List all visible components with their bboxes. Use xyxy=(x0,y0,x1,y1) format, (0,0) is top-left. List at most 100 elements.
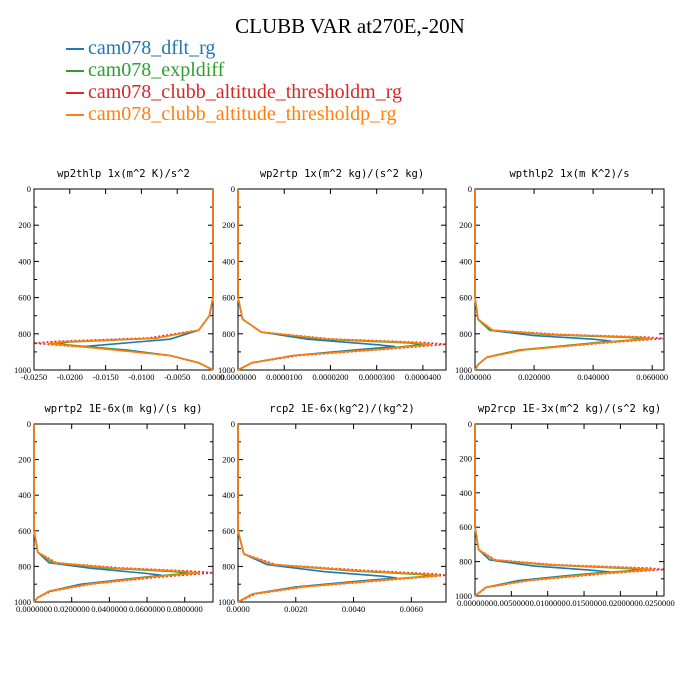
legend-label: cam078_dflt_rg xyxy=(88,37,216,59)
y-tick-label: 600 xyxy=(459,522,472,532)
plot-frame xyxy=(237,423,447,603)
legend-item: cam078_dflt_rg xyxy=(66,37,402,59)
y-tick-label: 600 xyxy=(459,293,472,303)
y-tick-label: 600 xyxy=(18,293,31,303)
y-tick-label: 1000 xyxy=(218,597,235,607)
x-tick-label: -0.0150 xyxy=(92,372,118,382)
y-tick-label: 800 xyxy=(18,561,31,571)
x-tick-label: 0.0200000 xyxy=(54,604,90,614)
legend-label: cam078_clubb_altitude_thresholdm_rg xyxy=(88,81,403,103)
series-line xyxy=(48,189,214,371)
x-tick-label: 0.060000 xyxy=(636,372,668,382)
x-tick-label: 0.0000000 xyxy=(16,604,52,614)
y-tick-label: 0 xyxy=(231,419,235,429)
y-tick-label: 800 xyxy=(18,329,31,339)
x-tick-label: 0.020000 xyxy=(518,372,550,382)
x-tick-label: 0.0250000 xyxy=(639,598,675,608)
y-tick-label: 0 xyxy=(27,419,31,429)
x-tick-label: 0.0000 xyxy=(226,604,249,614)
legend-label: cam078_expldiff xyxy=(88,59,225,81)
y-tick-label: 400 xyxy=(459,488,472,498)
chart-title: wp2rtp 1x(m^2 kg)/(s^2 kg) xyxy=(260,168,424,180)
legend-item: cam078_clubb_altitude_thresholdm_rg xyxy=(66,81,402,103)
page-title: CLUBB VAR at270E,-20N xyxy=(235,14,465,38)
x-tick-label: 0.0000400 xyxy=(405,372,441,382)
x-tick-label: 0.0100000 xyxy=(530,598,566,608)
series-line xyxy=(237,424,441,603)
chart-panel: wprtp2 1E-6x(m kg)/(s kg) 0 200 400 600 800 10… xyxy=(14,403,214,614)
series-line xyxy=(84,189,214,371)
y-tick-label: 800 xyxy=(222,561,235,571)
legend-item: cam078_expldiff xyxy=(66,59,402,81)
chart-panel: wpthlp2 1x(m K^2)/s 0 200 400 600 800 10000.00… xyxy=(455,168,668,382)
chart-title: wpthlp2 1x(m K^2)/s xyxy=(509,168,629,180)
chart-title: wprtp2 1E-6x(m kg)/(s kg) xyxy=(44,403,202,415)
x-tick-label: 0.0050000 xyxy=(493,598,529,608)
x-tick-label: 0.0000200 xyxy=(312,372,348,382)
series-line xyxy=(474,189,647,371)
x-tick-label: 0.0150000 xyxy=(566,598,602,608)
y-tick-label: 400 xyxy=(18,490,31,500)
legend: cam078_dflt_rg cam078_expldiff cam078_club… xyxy=(66,37,402,125)
series-line xyxy=(33,424,200,603)
y-tick-label: 1000 xyxy=(14,365,31,375)
x-tick-label: 0.0000000 xyxy=(220,372,256,382)
x-tick-label: 0.0000300 xyxy=(359,372,395,382)
y-tick-label: 200 xyxy=(18,220,31,230)
series-line xyxy=(474,189,665,371)
x-tick-label: -0.0250 xyxy=(21,372,47,382)
series-line xyxy=(237,189,433,371)
chart-panel: wp2rcp 1E-3x(m^2 kg)/(s^2 kg) 0 200 400 600 8… xyxy=(455,403,675,608)
y-tick-label: 400 xyxy=(222,256,235,266)
series-line xyxy=(33,424,214,603)
x-tick-label: 0.0040 xyxy=(342,604,365,614)
y-tick-label: 0 xyxy=(468,419,472,429)
legend-swatch xyxy=(66,70,84,73)
y-tick-label: 1000 xyxy=(455,365,472,375)
y-tick-label: 200 xyxy=(222,455,235,465)
y-tick-label: 200 xyxy=(222,220,235,230)
x-tick-label: 0.040000 xyxy=(577,372,609,382)
x-tick-label: 0.0000100 xyxy=(266,372,302,382)
y-tick-label: 200 xyxy=(459,453,472,463)
x-tick-label: 0.0600000 xyxy=(129,604,165,614)
y-tick-label: 600 xyxy=(18,526,31,536)
y-tick-label: 800 xyxy=(459,329,472,339)
y-tick-label: 0 xyxy=(468,184,472,194)
legend-swatch xyxy=(66,48,84,51)
chart-panel: rcp2 1E-6x(kg^2)/(kg^2) 0 200 400 600 800 1000… xyxy=(218,403,447,614)
legend-swatch xyxy=(66,114,84,117)
y-tick-label: 600 xyxy=(222,293,235,303)
legend-label: cam078_clubb_altitude_thresholdp_rg xyxy=(88,103,397,125)
series-line xyxy=(474,424,654,597)
plot-frame xyxy=(474,188,665,371)
y-tick-label: 200 xyxy=(459,220,472,230)
series-line xyxy=(474,424,610,597)
series-line xyxy=(237,424,397,603)
y-tick-label: 800 xyxy=(222,329,235,339)
y-tick-label: 0 xyxy=(231,184,235,194)
x-tick-label: 0.0000 xyxy=(201,372,224,382)
series-line xyxy=(474,189,653,371)
x-tick-label: 0.0400000 xyxy=(91,604,127,614)
chart-panel: wp2rtp 1x(m^2 kg)/(s^2 kg) 0 200 400 600 800 1… xyxy=(218,168,447,382)
series-line xyxy=(237,189,396,371)
series-line xyxy=(237,424,435,603)
x-tick-label: 0.0800000 xyxy=(167,604,203,614)
chart-title: rcp2 1E-6x(kg^2)/(kg^2) xyxy=(269,403,414,415)
series-line xyxy=(33,424,163,603)
x-tick-label: 0.0200000 xyxy=(602,598,638,608)
y-tick-label: 400 xyxy=(459,256,472,266)
y-tick-label: 200 xyxy=(18,455,31,465)
x-tick-label: -0.0100 xyxy=(128,372,154,382)
series-line xyxy=(237,189,424,371)
y-tick-label: 400 xyxy=(222,490,235,500)
chart-panel: wp2thlp 1x(m^2 K)/s^202004006008001000-0… xyxy=(14,168,225,382)
x-tick-label: 0.0020 xyxy=(284,604,307,614)
y-tick-label: 1000 xyxy=(14,597,31,607)
x-tick-label: 0.0000000 xyxy=(457,598,493,608)
y-tick-label: 800 xyxy=(459,557,472,567)
legend-swatch xyxy=(66,92,84,95)
chart-title: wp2rcp 1E-3x(m^2 kg)/(s^2 kg) xyxy=(478,403,661,415)
